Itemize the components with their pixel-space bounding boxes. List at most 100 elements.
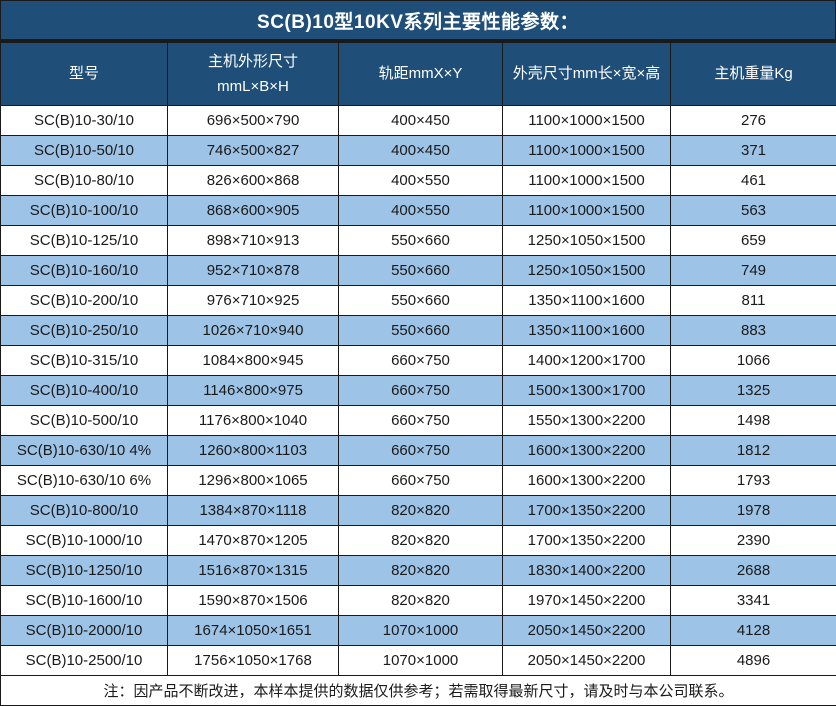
footnote-text: 注：因产品不断改进，本样本提供的数据仅供参考；若需取得最新尺寸，请及时与本公司联… [1,676,836,706]
table-cell: 1066 [671,346,836,376]
table-cell: SC(B)10-800/10 [1,496,168,526]
table-cell: SC(B)10-1000/10 [1,526,168,556]
table-cell: 1470×870×1205 [168,526,339,556]
table-cell: 898×710×913 [168,226,339,256]
table-cell: 550×660 [339,316,503,346]
table-cell: 1350×1100×1600 [503,286,671,316]
table-cell: 1070×1000 [339,616,503,646]
table-cell: 550×660 [339,226,503,256]
table-cell: SC(B)10-400/10 [1,376,168,406]
table-cell: 868×600×905 [168,196,339,226]
table-cell: 2688 [671,556,836,586]
table-cell: 1674×1050×1651 [168,616,339,646]
table-cell: SC(B)10-500/10 [1,406,168,436]
table-cell: 1250×1050×1500 [503,256,671,286]
table-header: 型号 主机外形尺寸 mmL×B×H 轨距mmX×Y 外壳尺寸mm长×宽×高 主机… [1,43,836,106]
table-cell: 660×750 [339,346,503,376]
table-cell: 1600×1300×2200 [503,466,671,496]
table-cell: 976×710×925 [168,286,339,316]
table-cell: SC(B)10-250/10 [1,316,168,346]
table-cell: 1325 [671,376,836,406]
table-cell: 1498 [671,406,836,436]
table-cell: 550×660 [339,286,503,316]
header-row: 型号 主机外形尺寸 mmL×B×H 轨距mmX×Y 外壳尺寸mm长×宽×高 主机… [1,43,836,106]
footnote-row: 注：因产品不断改进，本样本提供的数据仅供参考；若需取得最新尺寸，请及时与本公司联… [1,676,836,706]
table-cell: 1812 [671,436,836,466]
table-cell: 746×500×827 [168,136,339,166]
table-cell: 1600×1300×2200 [503,436,671,466]
table-cell: 696×500×790 [168,106,339,136]
table-cell: 371 [671,136,836,166]
table-cell: 1250×1050×1500 [503,226,671,256]
table-cell: 1100×1000×1500 [503,106,671,136]
table-cell: SC(B)10-200/10 [1,286,168,316]
table-cell: 1070×1000 [339,646,503,676]
spec-table: 型号 主机外形尺寸 mmL×B×H 轨距mmX×Y 外壳尺寸mm长×宽×高 主机… [0,42,836,706]
table-cell: SC(B)10-630/10 6% [1,466,168,496]
table-cell: 883 [671,316,836,346]
page-title: SC(B)10型10KV系列主要性能参数： [0,0,836,42]
table-cell: 820×820 [339,526,503,556]
table-cell: 4128 [671,616,836,646]
table-cell: 1700×1350×2200 [503,526,671,556]
table-cell: SC(B)10-100/10 [1,196,168,226]
table-cell: 660×750 [339,466,503,496]
table-cell: SC(B)10-630/10 4% [1,436,168,466]
table-cell: 550×660 [339,256,503,286]
table-cell: 1176×800×1040 [168,406,339,436]
table-cell: 1756×1050×1768 [168,646,339,676]
table-cell: 811 [671,286,836,316]
table-cell: 1400×1200×1700 [503,346,671,376]
table-cell: 400×550 [339,166,503,196]
table-footer: 注：因产品不断改进，本样本提供的数据仅供参考；若需取得最新尺寸，请及时与本公司联… [1,676,836,706]
table-cell: 660×750 [339,376,503,406]
table-cell: 820×820 [339,496,503,526]
table-cell: 1384×870×1118 [168,496,339,526]
table-cell: 400×450 [339,136,503,166]
table-cell: SC(B)10-80/10 [1,166,168,196]
table-cell: SC(B)10-2500/10 [1,646,168,676]
table-cell: SC(B)10-125/10 [1,226,168,256]
table-cell: 826×600×868 [168,166,339,196]
table-cell: 1260×800×1103 [168,436,339,466]
table-cell: 1026×710×940 [168,316,339,346]
table-cell: 1500×1300×1700 [503,376,671,406]
column-header-model: 型号 [1,43,168,106]
table-cell: 1296×800×1065 [168,466,339,496]
table-cell: 2390 [671,526,836,556]
table-cell: 1516×870×1315 [168,556,339,586]
table-cell: SC(B)10-1600/10 [1,586,168,616]
table-cell: 2050×1450×2200 [503,616,671,646]
column-header-weight: 主机重量Kg [671,43,836,106]
table-cell: 1100×1000×1500 [503,136,671,166]
table-cell: 1550×1300×2200 [503,406,671,436]
table-cell: 1978 [671,496,836,526]
table-cell: 3341 [671,586,836,616]
table-cell: 1100×1000×1500 [503,166,671,196]
table-cell: 1970×1450×2200 [503,586,671,616]
table-cell: 4896 [671,646,836,676]
table-cell: 400×450 [339,106,503,136]
table-cell: 749 [671,256,836,286]
table-cell: 952×710×878 [168,256,339,286]
table-cell: 1830×1400×2200 [503,556,671,586]
table-cell: SC(B)10-315/10 [1,346,168,376]
table-cell: 276 [671,106,836,136]
